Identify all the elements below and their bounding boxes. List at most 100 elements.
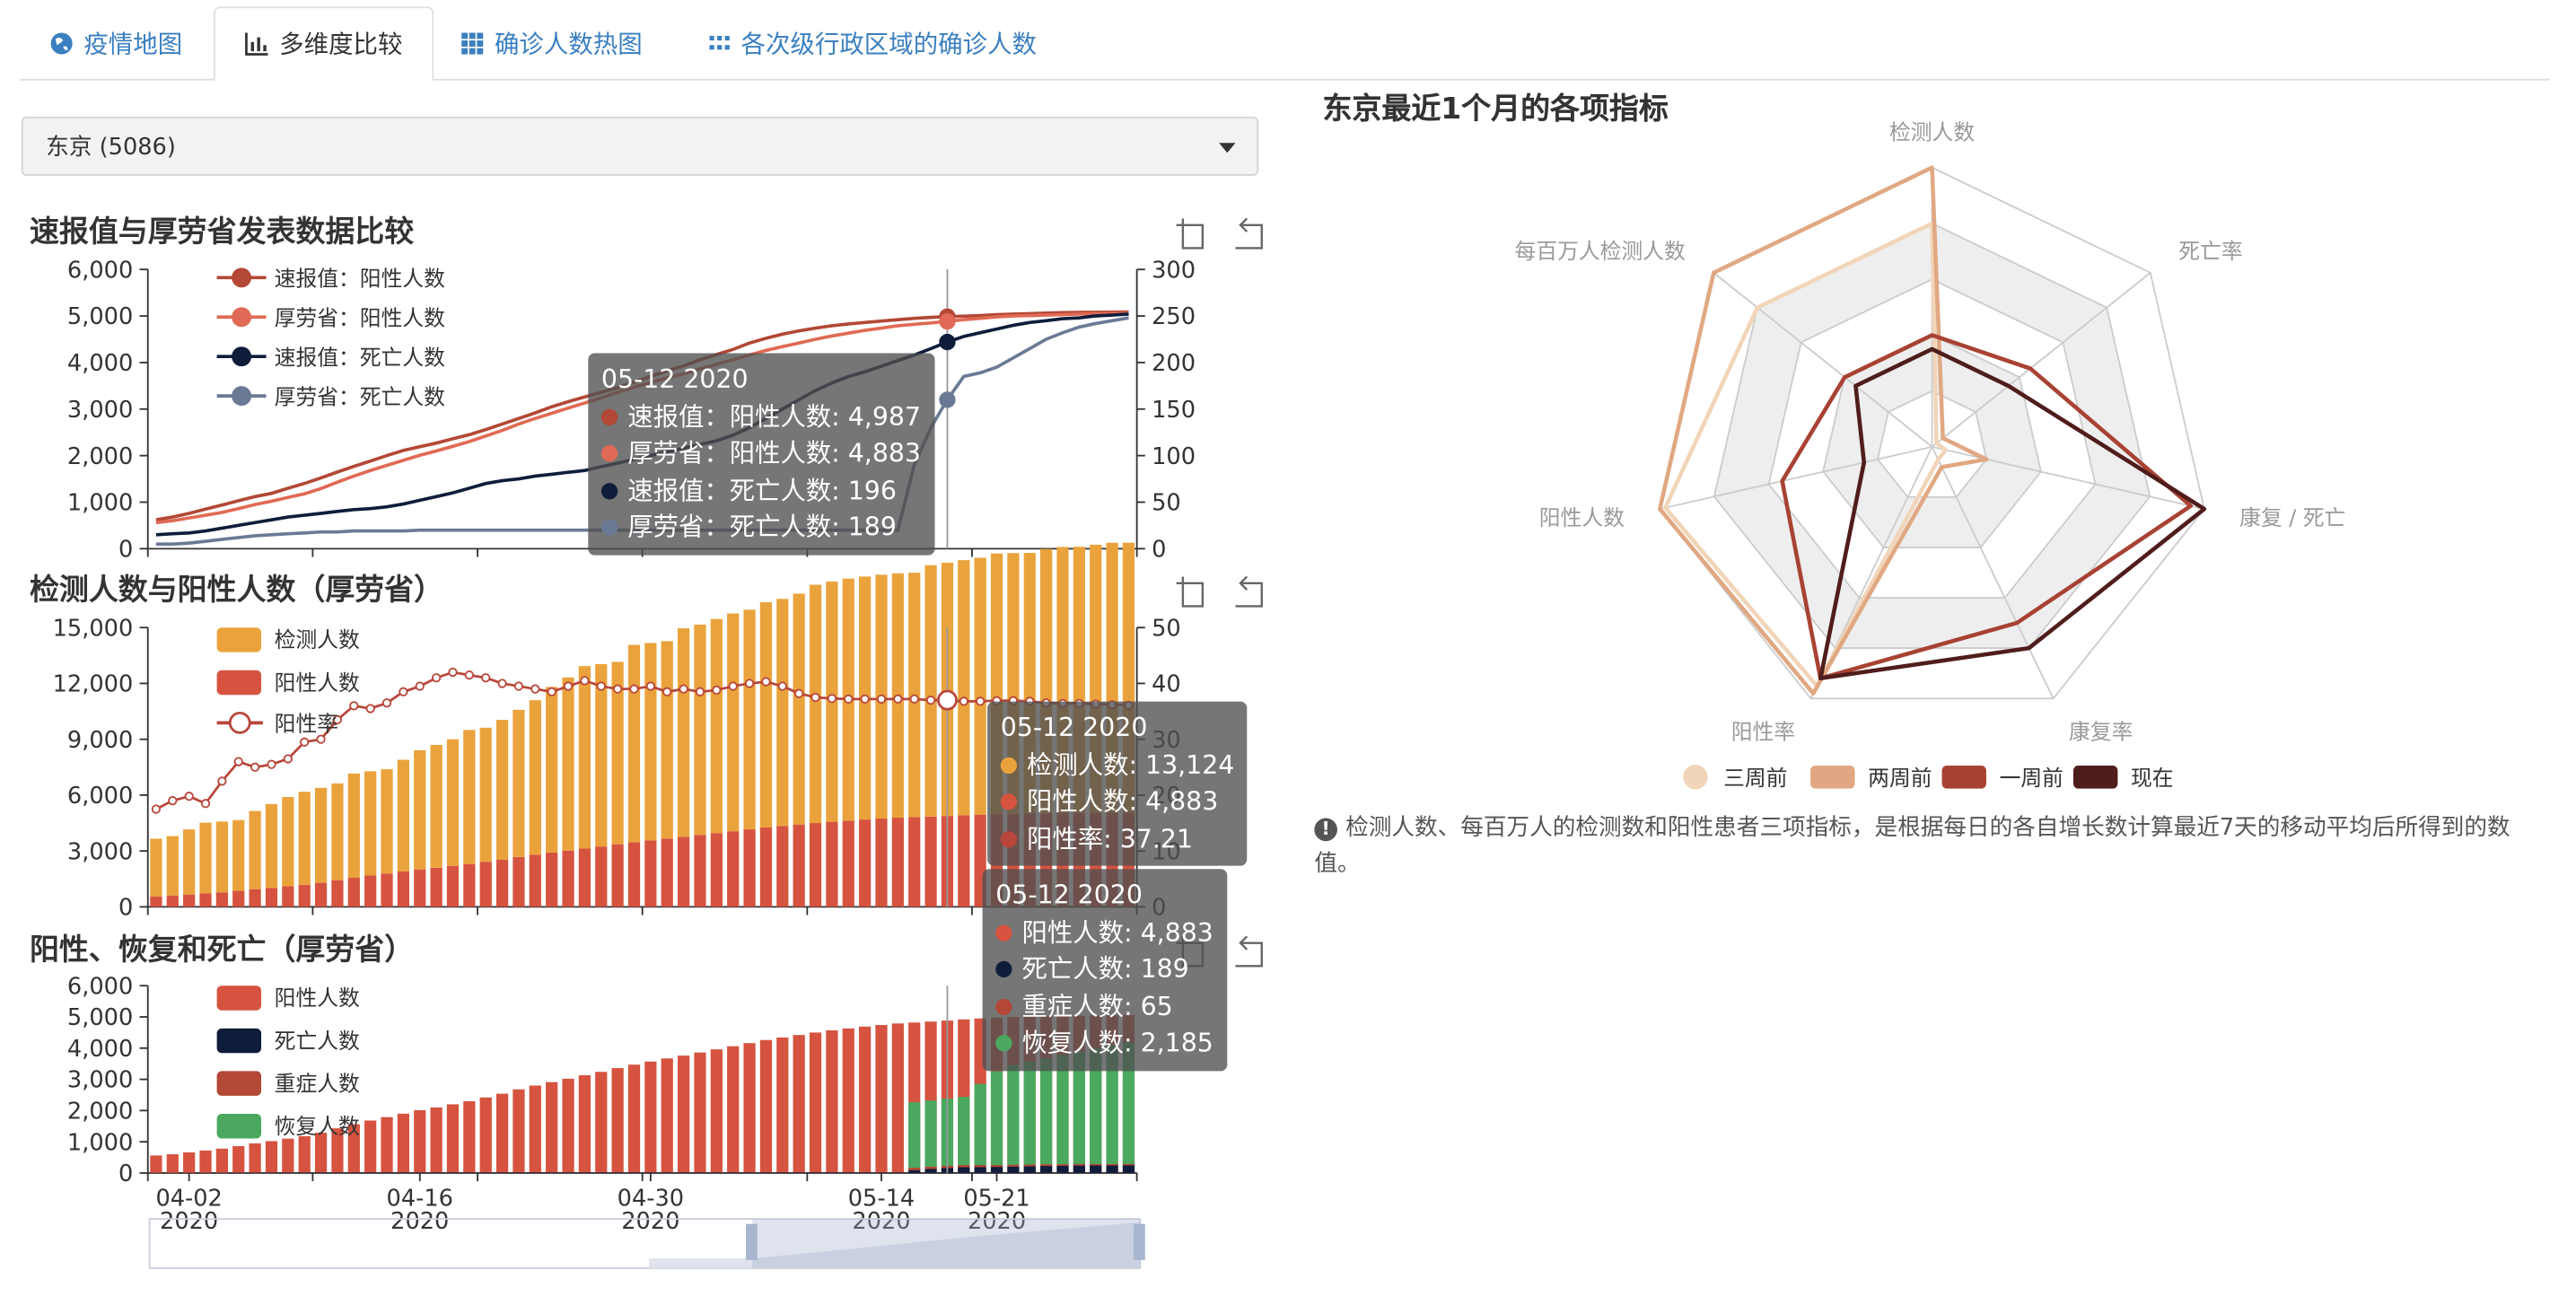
chevron-down-icon xyxy=(1219,143,1236,153)
bar-recovered xyxy=(1023,1061,1036,1165)
data-zoom-slider[interactable] xyxy=(148,1218,1145,1269)
restore-icon[interactable] xyxy=(1235,575,1263,608)
bar-death xyxy=(661,1172,673,1173)
tooltip-chart2: 05-12 2020 检测人数: 13,124 阳性人数: 4,883 阳性率: 37… xyxy=(987,701,1248,867)
tooltip-row: 速报值：死亡人数: 196 xyxy=(600,473,921,510)
rate-point xyxy=(810,692,820,703)
rate-point xyxy=(728,681,738,691)
bar-tests xyxy=(513,709,525,857)
data-zoom-icon[interactable] xyxy=(1176,576,1205,608)
bar-death xyxy=(314,1172,328,1173)
bar-positive xyxy=(875,1025,888,1173)
tab-label: 多维度比较 xyxy=(279,29,403,59)
bar-death xyxy=(446,1172,460,1173)
bar-positive xyxy=(826,1029,838,1173)
legend-swatch xyxy=(216,1028,262,1054)
rate-point xyxy=(217,776,227,786)
highlight-point xyxy=(936,689,958,711)
bar-death xyxy=(776,1172,789,1173)
legend-swatch xyxy=(1810,765,1855,789)
rate-point xyxy=(893,694,903,704)
y-tick-label: 1,000 xyxy=(67,1129,133,1156)
tooltip-marker xyxy=(1000,830,1018,848)
tooltip-marker xyxy=(995,961,1012,978)
bar-positive xyxy=(743,1043,756,1173)
bar-severe xyxy=(908,1168,921,1170)
legend-swatch xyxy=(216,985,262,1011)
rate-point xyxy=(200,799,211,809)
legend-label: 厚劳省：死亡人数 xyxy=(275,384,445,409)
y-tick-label: 4,000 xyxy=(67,350,133,377)
zoom-handle-left xyxy=(746,1223,758,1260)
bar-positive xyxy=(710,1049,723,1173)
bar-death xyxy=(958,1167,970,1173)
bar-positive xyxy=(627,842,641,907)
bar-tests xyxy=(710,618,723,834)
tooltip-text: 恢复人数: 2,185 xyxy=(1021,1029,1214,1059)
data-zoom-icon[interactable] xyxy=(1176,218,1205,250)
bar-death xyxy=(759,1172,773,1173)
bar-positive xyxy=(826,821,838,907)
tooltip-row: 阳性人数: 4,883 xyxy=(995,915,1214,951)
bar-tests xyxy=(446,739,460,866)
chart-title: 阳性、恢复和死亡（厚劳省） xyxy=(30,932,414,967)
restore-icon[interactable] xyxy=(1235,217,1263,250)
tab-label: 各次级行政区域的确诊人数 xyxy=(740,29,1038,58)
rate-point xyxy=(827,694,837,704)
left-charts: 速报值与厚劳省发表数据比较 0 1,000 2,000 3,000 4,000 5,000 6… xyxy=(30,214,1263,1269)
highlight-point xyxy=(939,312,956,330)
tooltip-chart3: 05-12 2020 阳性人数: 4,883 死亡人数: 189 重症人数: 65 恢复… xyxy=(982,869,1227,1072)
bar-severe xyxy=(1106,1163,1118,1166)
bar-death xyxy=(479,1172,492,1173)
bar-recovered xyxy=(1040,1058,1053,1165)
bar-positive xyxy=(644,1061,657,1173)
y-tick-label: 2,000 xyxy=(67,443,133,470)
tab-map[interactable]: 疫情地图 xyxy=(20,6,212,79)
y2-tick-label: 150 xyxy=(1152,397,1196,424)
bar-death xyxy=(1122,1165,1135,1173)
bar-positive xyxy=(677,1055,690,1173)
y-tick-label: 1,000 xyxy=(67,490,133,517)
bar-recovered xyxy=(1106,1045,1118,1164)
rate-point xyxy=(283,754,293,764)
region-select[interactable]: 东京 (5086) xyxy=(21,116,1259,176)
bar-recovered xyxy=(1122,1042,1135,1164)
y-tick-label: 5,000 xyxy=(67,303,133,330)
tooltip-marker xyxy=(600,445,618,462)
bar-tests xyxy=(215,821,228,893)
bar-death xyxy=(727,1172,740,1173)
bar-death xyxy=(1023,1166,1036,1173)
restore-icon[interactable] xyxy=(1235,935,1263,968)
bar-death xyxy=(1007,1166,1020,1173)
y-tick-label: 12,000 xyxy=(53,671,134,698)
bar-positive xyxy=(842,820,854,907)
bar-tests xyxy=(694,624,706,836)
bar-death xyxy=(414,1172,426,1173)
bar-positive xyxy=(842,1028,854,1173)
rate-point xyxy=(794,688,804,698)
y-tick-label: 0 xyxy=(118,1160,133,1187)
y-tick-label: 4,000 xyxy=(67,1036,133,1063)
radar-indicator-label: 死亡率 xyxy=(2178,239,2242,264)
radar-indicator-label: 康复率 xyxy=(2069,720,2133,745)
rate-point xyxy=(300,737,310,747)
tab-compare[interactable]: 多维度比较 xyxy=(213,6,434,81)
x-tick-year: 2020 xyxy=(621,1208,679,1235)
bar-tests xyxy=(364,771,377,876)
y-tick-label: 9,000 xyxy=(67,727,133,754)
bar-chart-icon xyxy=(245,32,268,56)
bar-tests xyxy=(347,773,360,879)
bar-death xyxy=(265,1172,278,1173)
x-tick-label: 04-02 xyxy=(155,1186,222,1213)
note-text: 检测人数、每百万人的检测数和阳性患者三项指标，是根据每日的各自增长数计算最近7天… xyxy=(1314,814,2510,878)
y-tick-label: 6,000 xyxy=(67,257,133,284)
bar-positive xyxy=(298,1135,311,1173)
y-tick-label: 3,000 xyxy=(67,838,133,865)
tab-subregions[interactable]: 各次级行政区域的确诊人数 xyxy=(677,6,1066,79)
legend-label: 两周前 xyxy=(1868,766,1932,791)
bar-tests xyxy=(924,565,937,817)
bar-tests xyxy=(627,644,641,843)
tab-heatmap[interactable]: 确诊人数热图 xyxy=(431,6,672,79)
